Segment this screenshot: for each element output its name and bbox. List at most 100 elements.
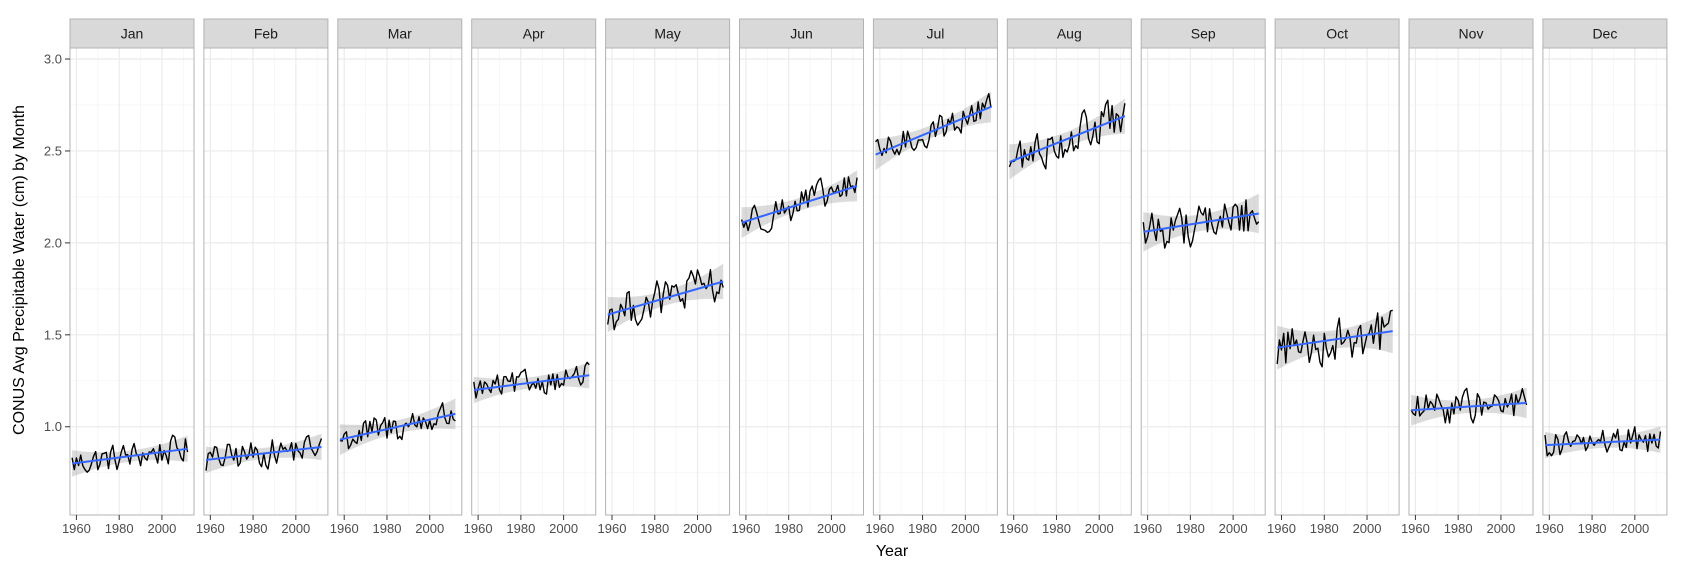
facet-strip [1542,18,1668,49]
facet-strip-label: Nov [1459,26,1484,42]
facet-strip [337,18,463,49]
x-tick-label: 1980 [373,521,402,536]
panel-background [1275,48,1400,515]
panel-background [70,48,194,515]
trend-line-may [607,280,724,316]
y-tick-label: 1.0 [44,419,62,434]
trend-line-dec [1544,438,1661,447]
x-tick-label: 1960 [62,521,91,536]
x-tick-label: 2000 [951,521,980,536]
x-tick-label: 1960 [1133,521,1162,536]
facet-panel-mar: Mar 1960 1980 2000 [330,18,463,536]
facet-panel-oct: Oct 1960 1980 2000 [1267,18,1400,536]
facet-panel-sep: Sep 1960 1980 2000 [1133,18,1266,536]
panel-background [1141,48,1266,515]
x-tick-label: 1980 [774,521,803,536]
series-line-aug [1008,99,1126,170]
panel-background [873,48,998,515]
facet-strip [69,18,195,49]
x-tick-label: 2000 [1486,521,1515,536]
x-tick-label: 2000 [817,521,846,536]
x-tick-label: 1980 [1578,521,1607,536]
x-tick-label: 2000 [415,521,444,536]
x-tick-label: 1980 [105,521,134,536]
facet-strip-label: May [654,26,680,42]
trend-line-mar [339,412,456,441]
facet-strip [1408,18,1534,49]
facet-strip-label: Jul [926,26,944,42]
y-tick-label: 2.0 [44,235,62,250]
facet-strip-label: Jan [121,26,144,42]
trend-line-aug [1009,115,1126,163]
facet-panel-jan: Jan 1960 1980 2000 [62,18,195,536]
facet-panel-apr: Apr 1960 1980 2000 [464,18,597,536]
facet-strip [1140,18,1266,49]
facet-panels: Jan 1960 1980 2000 Feb 1960 1980 2000 Mar 1960 198… [62,18,1668,536]
x-tick-label: 2000 [683,521,712,536]
x-tick-label: 1980 [640,521,669,536]
panel-background [1409,48,1533,515]
y-axis: 1.0 1.5 2.0 2.5 3.0 [44,52,70,434]
facet-strip [471,18,597,49]
trend-line-oct [1277,330,1393,349]
facet-strip [1274,18,1400,49]
x-axis-title: Year [876,543,909,558]
panel-background [739,48,864,515]
series-line-may [607,269,724,331]
trend-line-apr [473,374,590,391]
facet-panel-may: May 1960 1980 2000 [598,18,731,536]
x-tick-label: 2000 [1219,521,1248,536]
x-tick-label: 2000 [1620,521,1649,536]
y-tick-label: 2.5 [44,143,62,158]
facet-strip-label: Feb [254,26,278,42]
x-tick-label: 1980 [908,521,937,536]
facet-strip [872,18,998,49]
facet-panel-dec: Dec 1960 1980 2000 [1535,18,1668,536]
y-axis-title: CONUS Avg Precipitable Water (cm) by Mon… [11,105,28,435]
facet-strip-label: Jun [790,26,813,42]
facet-strip [605,18,731,49]
facet-strip-label: Mar [388,26,412,42]
facet-strip [1006,18,1132,49]
x-tick-label: 1960 [1535,521,1564,536]
x-tick-label: 2000 [147,521,176,536]
facet-panel-feb: Feb 1960 1980 2000 [196,18,329,536]
series-line-jun [740,176,858,234]
y-tick-label: 1.5 [44,327,62,342]
x-tick-label: 2000 [1085,521,1114,536]
x-tick-label: 1980 [239,521,268,536]
trend-line-sep [1143,212,1259,233]
x-tick-label: 1980 [506,521,535,536]
x-tick-label: 1980 [1310,521,1339,536]
x-tick-label: 2000 [549,521,578,536]
x-tick-label: 1980 [1042,521,1071,536]
facet-strip [203,18,329,49]
facet-strip-label: Apr [523,26,545,42]
x-tick-label: 2000 [281,521,310,536]
series-line-jul [875,92,992,157]
x-tick-label: 1980 [1444,521,1473,536]
x-tick-label: 1960 [1267,521,1296,536]
facet-strip-label: Oct [1326,26,1348,42]
trend-line-feb [205,445,322,461]
trend-line-nov [1411,401,1527,412]
x-tick-label: 1960 [196,521,225,536]
x-tick-label: 1960 [999,521,1028,536]
facet-strip [739,18,864,49]
trend-line-jan [72,447,188,465]
x-tick-label: 1960 [598,521,627,536]
series-line-oct [1276,309,1393,368]
series-line-mar [339,402,456,450]
facet-strip-label: Aug [1057,26,1082,42]
x-tick-label: 1960 [1401,521,1430,536]
x-tick-label: 1960 [865,521,894,536]
series-line-dec [1544,426,1662,457]
trend-line-jun [741,184,858,224]
facet-panel-jul: Jul 1960 1980 2000 [865,18,998,536]
facet-strip-label: Sep [1191,26,1216,42]
x-tick-label: 1960 [731,521,760,536]
x-tick-label: 1960 [464,521,493,536]
y-tick-label: 3.0 [44,52,62,67]
